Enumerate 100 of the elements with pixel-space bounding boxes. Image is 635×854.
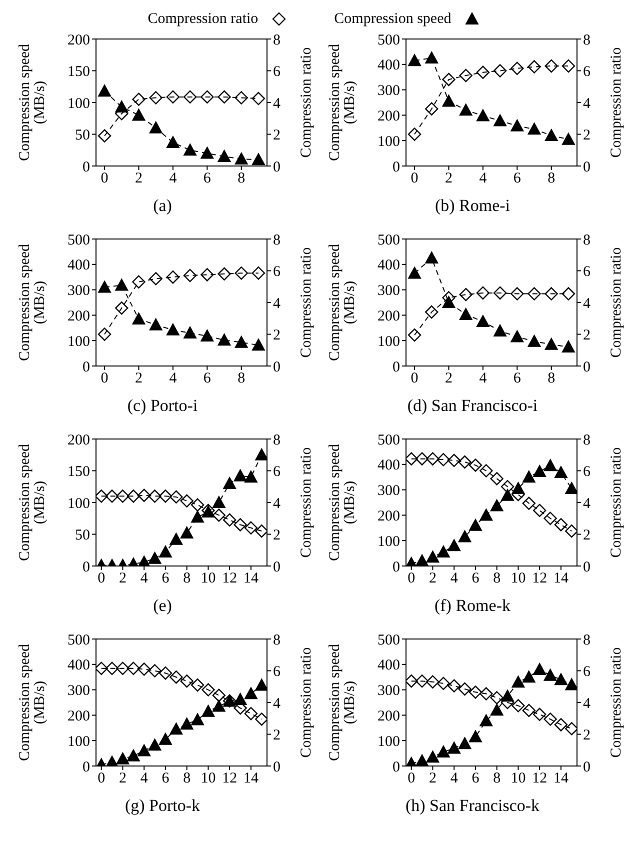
y2-tick-label: 0 [273, 759, 280, 776]
y2-tick-label: 8 [273, 32, 280, 48]
y2-tick-label: 6 [583, 664, 591, 680]
y2-axis-title: Compression ratio [608, 47, 624, 158]
y-tick-label: 300 [378, 483, 400, 500]
x-tick-label: 14 [553, 570, 569, 587]
x-tick-label: 0 [98, 770, 106, 787]
point [415, 674, 429, 688]
y2-axis-title: Compression ratio [298, 647, 314, 758]
point [436, 546, 450, 558]
x-tick-label: 14 [553, 770, 569, 787]
y2-tick-label: 6 [273, 464, 281, 480]
point [137, 488, 151, 502]
point [126, 749, 140, 762]
y2-tick-label: 0 [583, 359, 590, 376]
y-axis-title: Compression speed (MB/s) [17, 443, 48, 562]
y-tick-label: 400 [68, 658, 90, 674]
point [512, 676, 525, 688]
y2-tick-label: 8 [583, 232, 590, 248]
point [447, 454, 461, 468]
point [476, 286, 490, 300]
point [522, 704, 536, 718]
point [442, 72, 456, 86]
point [554, 518, 568, 532]
x-tick-label: 4 [450, 770, 458, 787]
x-tick-label: 8 [548, 170, 556, 187]
point [408, 128, 422, 141]
point [183, 268, 197, 282]
x-tick-label: 0 [408, 570, 416, 587]
point [200, 146, 214, 159]
y2-tick-label: 4 [583, 296, 591, 312]
y2-tick-label: 2 [583, 328, 590, 344]
point [544, 459, 557, 472]
point [426, 550, 440, 563]
y-tick-label: 400 [378, 658, 400, 674]
y2-tick-label: 4 [583, 96, 591, 112]
y-tick-label: 0 [82, 759, 90, 776]
point [426, 675, 440, 688]
x-tick-label: 6 [472, 770, 480, 787]
y-tick-label: 100 [68, 96, 90, 112]
point [244, 521, 258, 534]
y-axis-title: Compression speed (MB/s) [17, 43, 48, 162]
point [442, 94, 456, 107]
point [180, 674, 194, 688]
point [132, 275, 146, 288]
point [510, 62, 524, 75]
point [126, 662, 140, 675]
point [252, 92, 266, 106]
y-axis-title: Compression speed (MB/s) [17, 243, 48, 362]
point [528, 60, 541, 74]
y-tick-label: 200 [378, 708, 400, 725]
y2-tick-label: 6 [273, 264, 281, 280]
x-tick-label: 12 [532, 570, 548, 587]
point [510, 287, 524, 300]
point [200, 330, 214, 342]
y2-tick-label: 4 [273, 96, 281, 112]
y2-tick-label: 2 [273, 128, 280, 144]
x-tick-label: 6 [203, 370, 212, 387]
legend-label: Compression speed [334, 10, 452, 28]
point [166, 270, 180, 284]
point [166, 136, 180, 148]
y2-tick-label: 6 [583, 64, 591, 80]
point [459, 288, 472, 302]
y2-tick-label: 0 [583, 559, 590, 576]
point [234, 336, 248, 348]
point [501, 690, 514, 702]
y-axis-title: Compression speed (MB/s) [17, 643, 48, 762]
point [170, 490, 183, 504]
y2-tick-label: 6 [273, 664, 281, 680]
point [180, 718, 194, 730]
point [544, 59, 558, 73]
y-tick-label: 100 [378, 134, 400, 150]
y2-tick-label: 2 [273, 328, 280, 344]
y-tick-label: 500 [68, 632, 90, 648]
y2-tick-label: 6 [273, 64, 281, 80]
text: (h) San Francisco-k [404, 796, 541, 817]
point [480, 687, 493, 700]
point [116, 662, 130, 675]
point [149, 318, 162, 330]
point [544, 668, 557, 681]
point [180, 526, 194, 538]
point [222, 513, 236, 527]
point [468, 518, 482, 531]
point [490, 691, 504, 704]
point [180, 494, 194, 508]
point [252, 266, 266, 280]
point [218, 267, 231, 281]
text: (f) Rome-k [433, 596, 512, 617]
y-tick-label: 50 [75, 528, 90, 544]
x-tick-label: 4 [169, 370, 178, 387]
point [565, 678, 577, 690]
point [132, 108, 146, 121]
x-tick-label: 12 [222, 570, 238, 587]
point [126, 490, 140, 503]
point [480, 508, 493, 521]
y2-tick-label: 6 [583, 264, 591, 280]
x-tick-label: 10 [510, 570, 526, 587]
x-tick-label: 2 [118, 770, 126, 787]
point [98, 328, 112, 341]
point [98, 280, 112, 293]
